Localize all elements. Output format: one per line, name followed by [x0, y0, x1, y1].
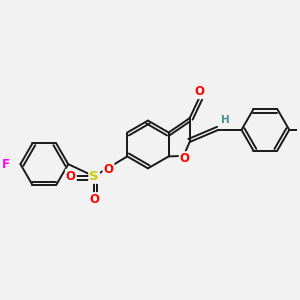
Text: H: H — [221, 115, 230, 125]
Text: S: S — [89, 170, 99, 183]
Text: O: O — [103, 163, 113, 176]
Text: O: O — [66, 170, 76, 183]
Text: O: O — [180, 152, 190, 165]
Text: O: O — [89, 193, 99, 206]
Text: F: F — [2, 158, 10, 171]
Text: O: O — [195, 85, 205, 98]
